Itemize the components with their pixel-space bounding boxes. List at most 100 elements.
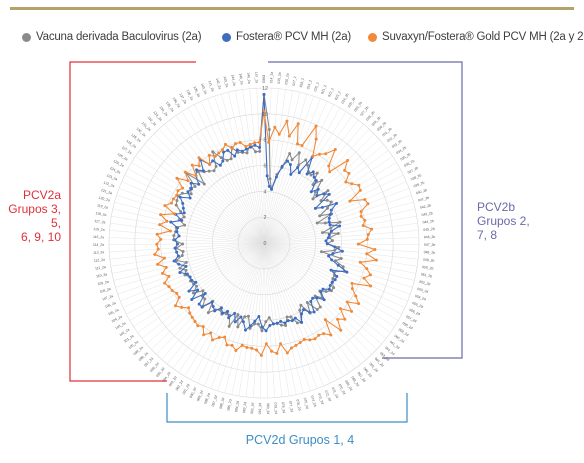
grid-spoke <box>263 242 419 246</box>
series-1-point <box>221 159 225 163</box>
series-1-point <box>190 278 194 282</box>
series-0-point <box>180 253 184 257</box>
series-2-point <box>163 204 167 208</box>
spoke-label: 087_2d <box>211 395 218 407</box>
grid-spoke <box>263 222 418 244</box>
series-0-point <box>330 239 334 243</box>
series-2-point <box>238 140 242 144</box>
spoke-label: 051_2b <box>421 272 433 278</box>
spoke-label: 116_2a <box>93 227 104 232</box>
spoke-label: 114_2a <box>93 243 104 247</box>
spoke-label: 079_2d <box>273 402 278 414</box>
series-2-point <box>324 152 328 156</box>
spoke-label: 050_2b <box>422 265 434 271</box>
series-0-point <box>324 290 328 294</box>
series-2-point <box>183 170 187 174</box>
series-0-point <box>253 150 257 154</box>
grid-spoke <box>221 93 265 244</box>
series-1-point <box>177 234 181 238</box>
grid-spoke <box>135 156 265 244</box>
series-1-point <box>249 145 253 149</box>
series-2-point <box>302 338 306 342</box>
series-1-point <box>320 205 324 209</box>
spoke-label: 095_2d <box>155 367 165 378</box>
series-2-point <box>253 141 257 145</box>
series-2-point <box>359 214 363 218</box>
series-1-point <box>264 329 268 333</box>
spoke-label: 014_2a <box>269 72 274 84</box>
series-0-point <box>336 231 340 235</box>
spoke-label: 134_2a <box>159 105 169 117</box>
spoke-label: 100_2a <box>128 340 139 350</box>
grid-spoke <box>175 115 265 244</box>
grid-spoke <box>112 208 265 244</box>
pcv2b-label-line-3: 7, 8 <box>477 228 498 242</box>
series-2-point <box>207 153 211 157</box>
grid-spoke <box>116 194 265 244</box>
series-2-point <box>311 154 315 158</box>
series-1-point <box>313 206 317 210</box>
grid-spoke <box>121 181 265 244</box>
spoke-label: 092_2d <box>175 379 184 391</box>
series-1-point <box>189 181 193 185</box>
spoke-label: 052_2d <box>419 280 431 287</box>
grid-spoke <box>263 168 401 244</box>
spoke-label: 016_2a <box>284 73 290 85</box>
series-1-point <box>300 312 304 316</box>
series-1-point <box>329 208 333 212</box>
series-0-point <box>219 156 223 160</box>
pcv2d-label-line-1: PCV2d Grupos 1, 4 <box>245 433 355 447</box>
series-1-point <box>248 324 252 328</box>
grid-spoke <box>181 111 265 244</box>
series-2-point <box>358 188 362 192</box>
pcv2a-label-line-1: PCV2a <box>22 188 61 202</box>
series-2-point <box>171 197 175 201</box>
spoke-label: 035_2b <box>400 152 412 161</box>
series-1-point <box>188 196 192 200</box>
series-2-point <box>230 147 234 151</box>
series-2-point <box>156 247 160 251</box>
spoke-label: 118_2a <box>95 211 107 217</box>
series-0-point <box>295 321 299 325</box>
grid-spoke <box>172 242 265 369</box>
series-0-point <box>243 315 247 319</box>
series-1-point <box>226 309 230 313</box>
spoke-label: 039_2b <box>413 181 425 189</box>
series-2-point <box>348 199 352 203</box>
series-2-point <box>257 140 261 144</box>
series-0-point <box>318 214 322 218</box>
grid-spoke <box>263 88 272 244</box>
grid-spoke <box>263 242 350 373</box>
grid-spoke <box>263 96 314 244</box>
series-2-point <box>344 180 348 184</box>
grid-spoke <box>235 90 265 244</box>
spoke-label: 062_2d <box>384 346 395 356</box>
grid-spoke <box>263 90 293 244</box>
spoke-label: 041_2b <box>418 196 430 203</box>
series-2-point <box>370 227 374 231</box>
spoke-label: 048_2b <box>424 250 436 255</box>
grid-spoke <box>263 242 290 396</box>
grid-spoke <box>263 242 415 281</box>
spoke-label: 117_2a <box>94 219 106 224</box>
series-2-point <box>162 256 166 260</box>
spoke-label: 017_2 <box>292 76 298 86</box>
spoke-label: 023_2 <box>334 91 342 101</box>
spoke-label: 093_2d <box>168 375 178 387</box>
series-1-point <box>235 148 239 152</box>
series-2-point <box>259 353 263 357</box>
series-2-point <box>172 212 176 216</box>
series-2-point <box>373 247 377 251</box>
series-0-point <box>309 173 313 177</box>
series-0-point <box>181 250 185 254</box>
grid-spoke <box>263 174 404 244</box>
series-2-point <box>255 348 259 352</box>
grid-spoke <box>263 242 382 345</box>
series-2-point <box>273 125 277 129</box>
spoke-label: 074_2d <box>310 395 317 407</box>
series-1-point <box>331 252 335 256</box>
series-2-point <box>163 281 167 285</box>
spoke-label: 122_2a <box>103 181 115 189</box>
spoke-label: 136_2a <box>172 97 181 109</box>
